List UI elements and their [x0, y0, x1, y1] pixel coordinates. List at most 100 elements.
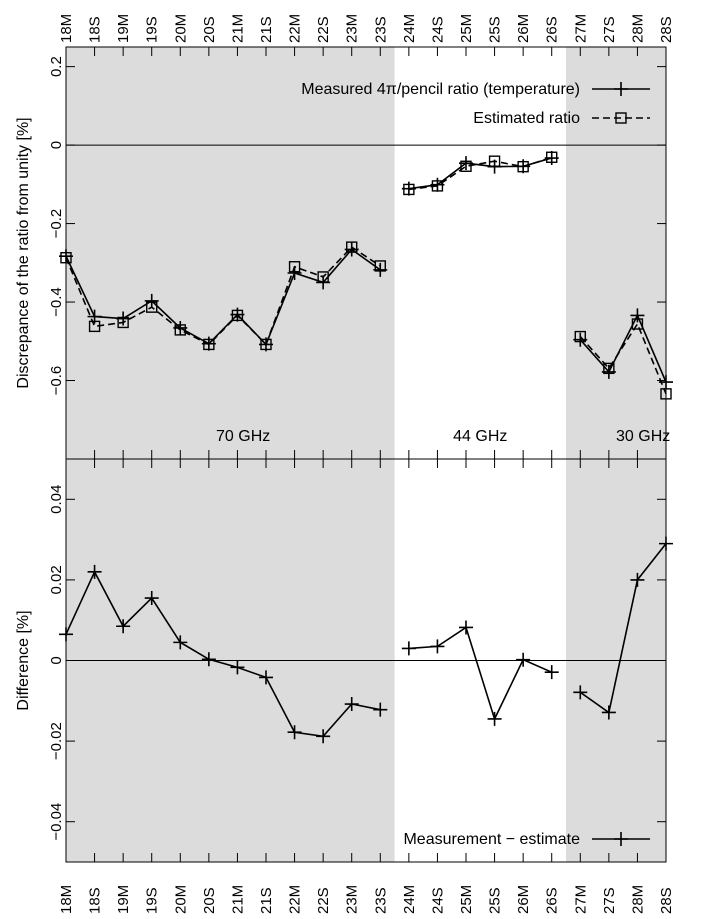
legend-label-estimated: Estimated ratio: [473, 110, 580, 127]
x-tick-label-top: 19M: [115, 14, 132, 43]
difference-point: [201, 652, 216, 667]
measured-ratio-point: [173, 320, 188, 335]
measured-ratio-point: [259, 337, 273, 352]
difference-point: [544, 665, 559, 680]
difference-point: [487, 711, 502, 726]
band-shade: [566, 47, 666, 862]
x-tick-label-top: 26S: [544, 16, 561, 43]
measured-ratio-point: [344, 242, 359, 257]
difference-point: [59, 627, 73, 642]
legend-marker-estimated: [615, 112, 627, 124]
x-tick-label-bottom: 23M: [344, 885, 361, 914]
difference-point: [459, 620, 473, 635]
measured-ratio-point: [659, 375, 673, 390]
measured-ratio-point: [316, 275, 331, 290]
x-tick-label-top: 28M: [629, 14, 646, 43]
measured-ratio-point: [373, 262, 388, 277]
y-tick-label: −0.02: [48, 722, 65, 760]
measured-ratio-line: [408, 157, 552, 190]
measured-ratio-point: [116, 311, 131, 326]
y-tick-label: −0.6: [48, 366, 65, 396]
y-axis-title-top: Discrepance of the ratio from unity [%]: [15, 117, 32, 388]
band-shade: [66, 47, 395, 862]
x-tick-label-top: 25S: [487, 16, 504, 43]
estimated-ratio-line: [408, 156, 552, 191]
measured-ratio-point: [401, 181, 416, 196]
measured-ratio-point: [630, 308, 645, 323]
x-tick-label-top: 26M: [515, 14, 532, 43]
x-tick-label-bottom: 19S: [144, 887, 161, 914]
difference-point: [230, 660, 245, 675]
measured-ratio-point: [516, 159, 531, 174]
measured-ratio-point: [59, 249, 73, 264]
measured-ratio-point: [87, 309, 102, 324]
y-axis-title-bottom: Difference [%]: [15, 610, 32, 710]
x-tick-label-bottom: 27S: [601, 887, 618, 914]
difference-point: [601, 705, 616, 720]
x-tick-label-bottom: 23S: [372, 887, 389, 914]
measured-ratio-point: [459, 156, 473, 171]
difference-line: [65, 570, 381, 738]
x-tick-label-bottom: 24M: [401, 885, 418, 914]
legend-marker-difference: [614, 832, 628, 846]
x-tick-label-top: 24M: [401, 14, 418, 43]
measured-ratio-point: [601, 364, 616, 379]
x-tick-label-bottom: 21S: [258, 887, 275, 914]
band-label: 70 GHz: [216, 428, 270, 445]
measured-ratio-point: [144, 293, 159, 308]
y-tick-label: −0.4: [48, 287, 65, 317]
y-tick-label: −0.2: [48, 209, 65, 239]
x-tick-label-bottom: 27M: [572, 885, 589, 914]
legend-label-measured: Measured 4π/pencil ratio (temperature): [301, 81, 580, 98]
x-tick-label-top: 19S: [144, 16, 161, 43]
x-tick-label-top: 18M: [58, 14, 75, 43]
x-tick-label-top: 22M: [287, 14, 304, 43]
difference-point: [516, 652, 531, 667]
measured-ratio-point: [201, 336, 216, 351]
x-tick-label-bottom: 22S: [315, 887, 332, 914]
x-tick-label-top: 20S: [201, 16, 218, 43]
legend-label-difference: Measurement − estimate: [403, 831, 580, 848]
x-tick-label-bottom: 26S: [544, 887, 561, 914]
x-tick-label-bottom: 20S: [201, 887, 218, 914]
difference-point: [287, 725, 302, 740]
difference-point: [573, 685, 588, 700]
measured-ratio-point: [573, 332, 588, 347]
difference-point: [659, 536, 673, 551]
x-tick-label-top: 24S: [429, 16, 446, 43]
y-tick-label: 0: [48, 656, 65, 664]
measured-ratio-line: [579, 313, 667, 383]
measured-ratio-point: [544, 151, 559, 166]
x-tick-label-top: 23S: [372, 16, 389, 43]
x-tick-label-top: 27M: [572, 14, 589, 43]
difference-point: [373, 702, 388, 717]
band-label: 44 GHz: [453, 428, 507, 445]
difference-point: [87, 564, 102, 579]
x-tick-label-bottom: 18S: [87, 887, 104, 914]
x-tick-label-bottom: 22M: [287, 885, 304, 914]
difference-point: [173, 635, 188, 650]
x-tick-label-top: 28S: [658, 16, 675, 43]
x-tick-label-bottom: 28S: [658, 887, 675, 914]
x-tick-label-top: 20M: [172, 14, 189, 43]
y-tick-label: 0.02: [48, 565, 65, 594]
difference-point: [144, 591, 159, 606]
difference-line: [408, 626, 553, 722]
x-tick-label-bottom: 26M: [515, 885, 532, 914]
difference-point: [316, 729, 331, 744]
x-tick-label-bottom: 24S: [429, 887, 446, 914]
x-tick-label-bottom: 25S: [487, 887, 504, 914]
x-tick-label-top: 25M: [458, 14, 475, 43]
measured-ratio-point: [487, 159, 502, 174]
difference-point: [116, 619, 131, 634]
measured-ratio-point: [287, 266, 302, 281]
x-tick-label-top: 23M: [344, 14, 361, 43]
x-tick-label-top: 22S: [315, 16, 332, 43]
band-label: 30 GHz: [616, 428, 670, 445]
y-tick-label: 0: [48, 141, 65, 149]
measured-ratio-point: [230, 307, 245, 322]
difference-point: [344, 697, 359, 712]
difference-point: [430, 639, 445, 654]
estimated-ratio-line: [579, 322, 667, 395]
